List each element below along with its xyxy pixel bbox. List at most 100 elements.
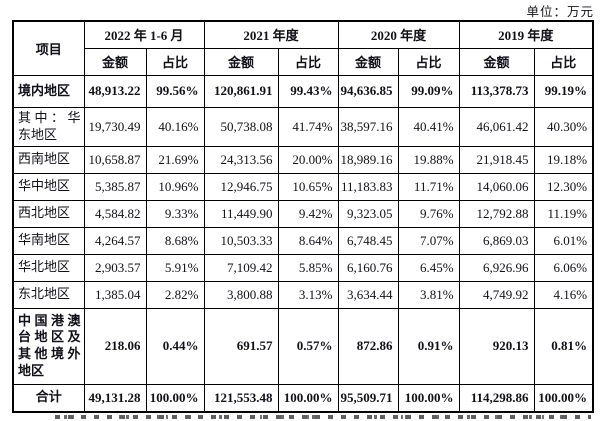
value-cell: 121,553.48: [203, 383, 279, 413]
value-cell: 11,183.83: [337, 172, 399, 201]
value-cell: 3,800.88: [203, 280, 279, 309]
value-cell: 3.81%: [397, 280, 460, 309]
value-cell: 19.88%: [397, 145, 460, 174]
table-row: 其中：华东地区 19,730.49 40.16% 50,738.08 41.74% 38,…: [12, 106, 594, 147]
value-cell: 8.64%: [277, 226, 339, 255]
table-row: 华中地区 5,385.87 10.96% 12,946.75 10.65% 11,183.…: [12, 172, 594, 201]
value-cell: 48,913.22: [83, 74, 147, 108]
value-cell: 6,748.45: [337, 226, 399, 255]
value-cell: 3.13%: [277, 280, 339, 309]
table-body: 境内地区 48,913.22 99.56% 120,861.91 99.43% 94,63…: [12, 74, 594, 413]
value-cell: 4,584.82: [83, 199, 147, 228]
item-column-header: 项目: [12, 20, 85, 76]
value-cell: 19,730.49: [83, 106, 147, 147]
share-header: 占比: [533, 47, 594, 76]
value-cell: 100.00%: [145, 383, 205, 413]
row-label: 华中地区: [12, 172, 85, 201]
amount-header: 金额: [83, 47, 147, 76]
value-cell: 691.57: [203, 307, 279, 385]
value-cell: 41.74%: [277, 106, 339, 147]
table-row: 东北地区 1,385.04 2.82% 3,800.88 3.13% 3,634.44 3.…: [12, 280, 594, 309]
value-cell: 11.19%: [533, 199, 594, 228]
value-cell: 24,313.56: [203, 145, 279, 174]
value-cell: 46,061.42: [458, 106, 535, 147]
value-cell: 6,160.76: [337, 253, 399, 282]
value-cell: 9,323.05: [337, 199, 399, 228]
table-row: 合计 49,131.28 100.00% 121,553.48 100.00% 95,50…: [12, 383, 594, 413]
value-cell: 6,926.96: [458, 253, 535, 282]
value-cell: 40.41%: [397, 106, 460, 147]
value-cell: 20.00%: [277, 145, 339, 174]
value-cell: 2.82%: [145, 280, 205, 309]
value-cell: 99.56%: [145, 74, 205, 108]
table-row: 中国港澳台地区及其他境外地区 218.06 0.44% 691.57 0.57% 872.…: [12, 307, 594, 385]
value-cell: 3,634.44: [337, 280, 399, 309]
share-header: 占比: [145, 47, 205, 76]
value-cell: 40.16%: [145, 106, 205, 147]
value-cell: 6,869.03: [458, 226, 535, 255]
row-label: 西南地区: [12, 145, 85, 174]
value-cell: 4,749.92: [458, 280, 535, 309]
value-cell: 21.69%: [145, 145, 205, 174]
row-label: 境内地区: [12, 74, 85, 108]
value-cell: 6.06%: [533, 253, 594, 282]
amount-header: 金额: [203, 47, 279, 76]
row-label: 中国港澳台地区及其他境外地区: [12, 307, 85, 385]
value-cell: 19.18%: [533, 145, 594, 174]
period-header-2019: 2019 年度: [458, 20, 594, 49]
value-cell: 10.96%: [145, 172, 205, 201]
header-row-periods: 项目 2022 年 1-6 月 2021 年度 2020 年度 2019 年度: [12, 20, 594, 76]
value-cell: 1,385.04: [83, 280, 147, 309]
value-cell: 10,503.33: [203, 226, 279, 255]
table-row: 西南地区 10,658.87 21.69% 24,313.56 20.00% 18,989…: [12, 145, 594, 174]
value-cell: 9.76%: [397, 199, 460, 228]
value-cell: 7.07%: [397, 226, 460, 255]
value-cell: 114,298.86: [458, 383, 535, 413]
value-cell: 5.91%: [145, 253, 205, 282]
value-cell: 14,060.06: [458, 172, 535, 201]
header-row-subcolumns: 金额 占比 金额 占比 金额 占比 金额 占比: [13, 47, 594, 76]
revenue-by-region-table: 项目 2022 年 1-6 月 2021 年度 2020 年度 2019 年度 …: [12, 20, 595, 413]
clipped-footnote-fragment: [55, 415, 591, 419]
value-cell: 38,597.16: [337, 106, 399, 147]
share-header: 占比: [397, 47, 460, 76]
value-cell: 49,131.28: [83, 383, 147, 413]
table-row: 华南地区 4,264.57 8.68% 10,503.33 8.64% 6,748.45 7…: [12, 226, 594, 255]
value-cell: 11.71%: [397, 172, 460, 201]
period-header-2021: 2021 年度: [203, 20, 339, 49]
amount-header: 金额: [458, 47, 535, 76]
value-cell: 99.09%: [397, 74, 460, 108]
value-cell: 6.01%: [533, 226, 594, 255]
row-label: 华南地区: [12, 226, 85, 255]
value-cell: 113,378.73: [458, 74, 535, 108]
value-cell: 10.65%: [277, 172, 339, 201]
value-cell: 12.30%: [533, 172, 594, 201]
value-cell: 4,264.57: [83, 226, 147, 255]
row-label: 其中：华东地区: [12, 106, 85, 147]
value-cell: 920.13: [458, 307, 535, 385]
value-cell: 8.68%: [145, 226, 205, 255]
value-cell: 7,109.42: [203, 253, 279, 282]
value-cell: 18,989.16: [337, 145, 399, 174]
value-cell: 218.06: [83, 307, 147, 385]
period-header-2022h1: 2022 年 1-6 月: [83, 20, 205, 49]
period-header-2020: 2020 年度: [337, 20, 460, 49]
value-cell: 100.00%: [277, 383, 339, 413]
value-cell: 40.30%: [533, 106, 594, 147]
value-cell: 10,658.87: [83, 145, 147, 174]
value-cell: 0.91%: [397, 307, 460, 385]
value-cell: 0.57%: [277, 307, 339, 385]
share-header: 占比: [277, 47, 339, 76]
value-cell: 94,636.85: [337, 74, 399, 108]
value-cell: 0.81%: [533, 307, 594, 385]
table-row: 西北地区 4,584.82 9.33% 11,449.90 9.42% 9,323.05 9…: [12, 199, 594, 228]
value-cell: 11,449.90: [203, 199, 279, 228]
value-cell: 2,903.57: [83, 253, 147, 282]
value-cell: 6.45%: [397, 253, 460, 282]
value-cell: 12,946.75: [203, 172, 279, 201]
amount-header: 金额: [337, 47, 399, 76]
value-cell: 5.85%: [277, 253, 339, 282]
row-label: 合计: [12, 383, 85, 413]
value-cell: 100.00%: [397, 383, 460, 413]
